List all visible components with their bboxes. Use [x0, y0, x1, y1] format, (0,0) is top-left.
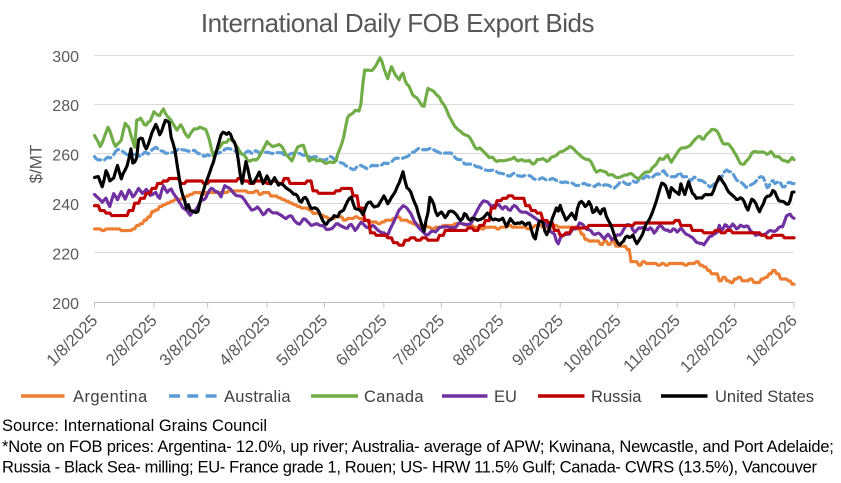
svg-text:United States: United States	[715, 388, 814, 406]
svg-text:260: 260	[52, 148, 79, 165]
svg-text:200: 200	[52, 296, 79, 313]
svg-text:11/8/2025: 11/8/2025	[620, 312, 684, 376]
svg-text:1/8/2026: 1/8/2026	[743, 312, 801, 370]
svg-text:4/8/2025: 4/8/2025	[216, 312, 274, 370]
svg-text:10/8/2025: 10/8/2025	[560, 312, 625, 377]
svg-text:3/8/2025: 3/8/2025	[156, 312, 214, 370]
svg-text:International Daily FOB Export: International Daily FOB Export Bids	[201, 8, 595, 38]
svg-text:7/8/2025: 7/8/2025	[390, 312, 448, 370]
svg-text:6/8/2025: 6/8/2025	[333, 312, 391, 370]
svg-text:Russia - Black Sea- milling; E: Russia - Black Sea- milling; EU- France …	[2, 458, 817, 476]
svg-text:9/8/2025: 9/8/2025	[509, 312, 567, 370]
svg-text:Source: International Grains C: Source: International Grains Council	[2, 417, 267, 435]
svg-text:220: 220	[52, 246, 79, 263]
svg-text:2/8/2025: 2/8/2025	[103, 312, 161, 370]
svg-text:280: 280	[52, 98, 79, 115]
svg-text:Argentina: Argentina	[73, 388, 148, 406]
svg-text:5/8/2025: 5/8/2025	[273, 312, 331, 370]
svg-text:1/8/2025: 1/8/2025	[43, 312, 101, 370]
svg-text:240: 240	[52, 197, 79, 214]
svg-text:EU: EU	[494, 388, 517, 406]
svg-text:Russia: Russia	[591, 388, 642, 406]
svg-text:300: 300	[52, 49, 79, 66]
svg-text:*Note on FOB prices: Argentina: *Note on FOB prices: Argentina- 12.0%, u…	[2, 438, 834, 456]
svg-text:12/8/2025: 12/8/2025	[677, 312, 742, 377]
svg-text:Australia: Australia	[224, 388, 291, 406]
svg-text:$/MT: $/MT	[27, 145, 46, 184]
svg-text:8/8/2025: 8/8/2025	[449, 312, 507, 370]
svg-text:Canada: Canada	[364, 388, 424, 406]
